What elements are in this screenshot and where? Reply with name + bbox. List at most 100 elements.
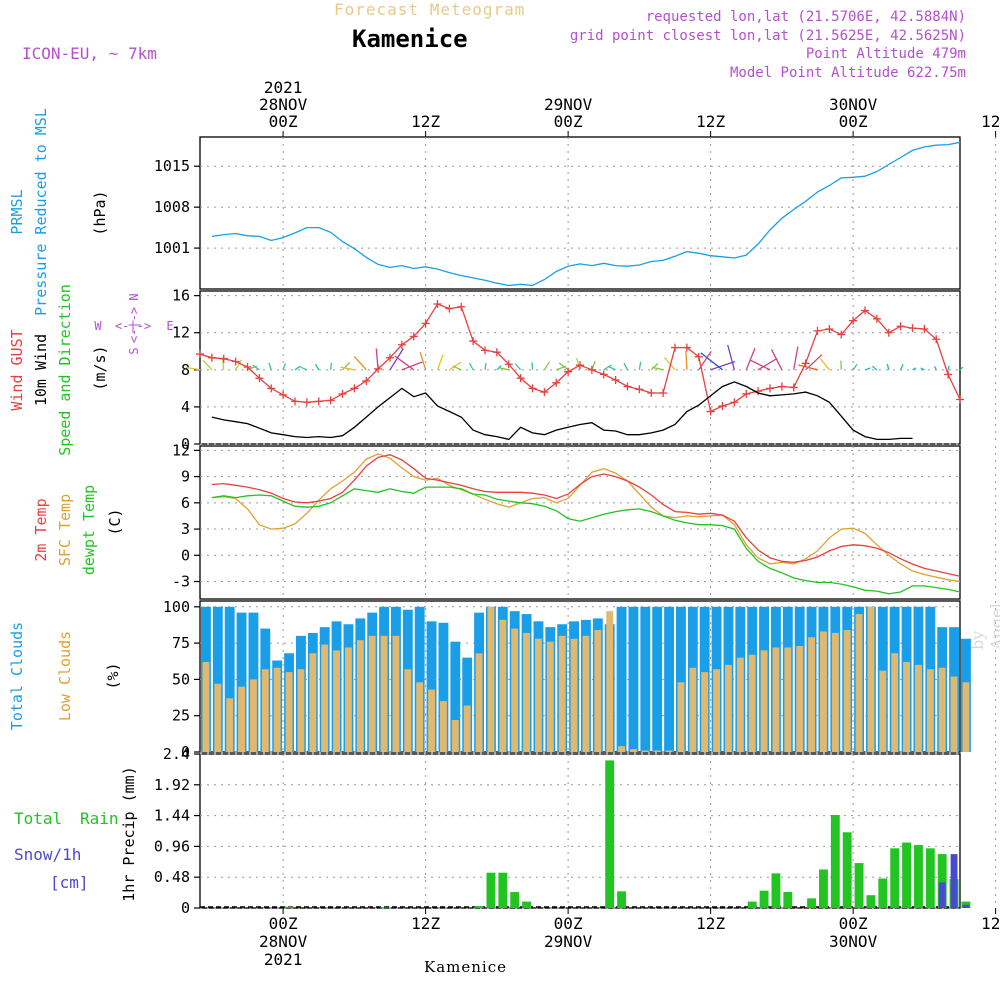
total-cloud-bar (462, 657, 473, 752)
wind-gust-marker (279, 390, 288, 399)
low-cloud-bar (226, 698, 234, 752)
low-cloud-bar (938, 667, 946, 752)
wind-direction-arrow (401, 361, 423, 371)
rain-bar (878, 878, 888, 908)
low-cloud-bar (333, 650, 340, 752)
low-cloud-bar (238, 686, 245, 752)
precip-unit: 1hr Precip (mm) (120, 766, 138, 901)
total-cloud-bar (236, 612, 247, 752)
low-cloud-bar (760, 650, 768, 752)
wind-gust-marker (671, 343, 679, 352)
wind-gust-marker (302, 398, 311, 407)
temp-label-dewpt: dewpt Temp (80, 485, 98, 575)
wind-gust-marker (338, 389, 347, 398)
total-cloud-bar (224, 606, 235, 752)
total-cloud-bar (450, 641, 461, 752)
low-cloud-bar (594, 630, 602, 752)
temp-ytick-label: 9 (181, 468, 190, 486)
wind-compass-e: E (166, 319, 173, 333)
low-cloud-bar (321, 644, 329, 752)
wind-gust-marker (469, 337, 478, 346)
wind-direction-arrow (920, 367, 925, 371)
clouds-ytick-label: 0 (181, 743, 190, 761)
wind-gust-marker (445, 304, 454, 313)
temp-ytick-label: -3 (172, 573, 190, 591)
temp-unit: (C) (106, 508, 124, 535)
wind-direction-arrow (947, 365, 950, 370)
rain-bar (842, 832, 852, 908)
wind-direction-arrow (449, 361, 462, 371)
low-cloud-bar (630, 749, 637, 752)
wind-label-gust: Wind GUST (8, 329, 26, 410)
wind-gust-marker (255, 374, 264, 383)
pressure-ytick-label: 1001 (154, 239, 190, 257)
wind-gust-marker (944, 370, 953, 379)
rain-bar (854, 863, 864, 908)
bottom-time-label: 29NOV (544, 932, 593, 951)
rain-bar (914, 845, 923, 908)
low-cloud-bar (404, 669, 412, 752)
top-time-label: 29NOV (544, 95, 593, 114)
wind-gust-marker (659, 389, 668, 397)
wind-direction-arrow (394, 355, 415, 371)
snow-bar (962, 904, 970, 908)
wind-direction-arrow (221, 357, 225, 370)
temp-ytick-label: 6 (181, 494, 190, 512)
low-cloud-bar (511, 628, 519, 752)
rain-bar (498, 872, 508, 908)
rain-bar (783, 891, 793, 908)
rain-bar (771, 873, 781, 908)
clouds-ytick-label: 50 (172, 670, 190, 688)
wind-direction-arrow (419, 352, 427, 371)
wind-direction-arrow (300, 366, 308, 371)
wind-gust-marker (267, 384, 276, 393)
wind-gust-marker (231, 357, 240, 366)
wind-direction-arrow (912, 367, 917, 371)
rain-bar (925, 848, 935, 908)
rain-bar (961, 901, 971, 908)
low-cloud-bar (558, 635, 566, 752)
low-cloud-bar (273, 667, 281, 752)
wind-direction-arrow (353, 356, 367, 371)
low-cloud-bar (867, 606, 875, 752)
total-cloud-bar (616, 606, 627, 752)
low-cloud-bar (606, 611, 614, 752)
bottom-time-label: 30NOV (829, 932, 878, 951)
precip-ytick-label: 0 (181, 899, 190, 917)
pressure-ytick-label: 1015 (154, 157, 190, 175)
rain-bar (284, 906, 294, 908)
rain-bar (379, 907, 389, 908)
low-cloud-bar (962, 682, 970, 752)
low-cloud-bar (725, 664, 732, 752)
low-cloud-bar (416, 682, 424, 752)
precip-label-snow: Snow/1h (14, 845, 81, 864)
low-cloud-bar (641, 750, 649, 752)
wind-direction-arrow (864, 367, 871, 371)
wind-gust-marker (872, 314, 881, 323)
low-cloud-bar (843, 630, 851, 752)
pressure-label-prmsl: PRMSL (8, 189, 26, 234)
wind-gust-marker (777, 382, 786, 391)
wind-gust-marker (706, 407, 715, 416)
top-time-label: 2021 (264, 78, 303, 97)
temp-panel: -3 0 3 6 9 12 (172, 441, 997, 600)
wind-compass-w: W (94, 319, 102, 333)
point-altitude: Point Altitude 479m (805, 46, 966, 62)
wind-gust-marker (730, 398, 739, 407)
wind-gust-marker (766, 384, 774, 393)
top-time-label: 12Z (411, 112, 440, 131)
wind-direction-arrow (235, 359, 243, 371)
wind-direction-arrow (623, 362, 629, 371)
requested-coords: requested lon,lat (21.5706E, 42.5884N) (645, 9, 966, 25)
total-cloud-bar (438, 622, 449, 752)
clouds-unit: (%) (104, 662, 122, 689)
pressure-label-msl: Pressure Reduced to MSL (32, 108, 50, 316)
low-cloud-bar (368, 635, 376, 752)
t2m-line (211, 454, 961, 577)
model-point-altitude: Model Point Altitude 622.75m (729, 65, 966, 81)
pressure-frame (199, 136, 961, 290)
wind-direction-arrow (531, 362, 534, 370)
rain-bar (486, 872, 496, 908)
precip-ytick-label: 0.48 (154, 868, 190, 886)
total-cloud-bar (628, 606, 639, 752)
